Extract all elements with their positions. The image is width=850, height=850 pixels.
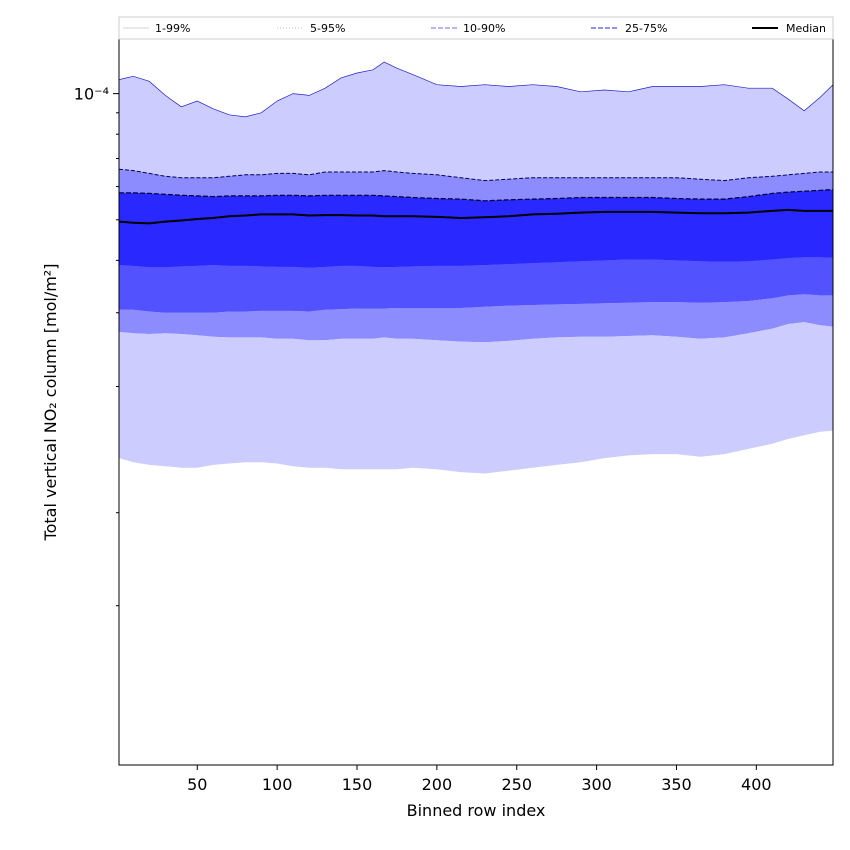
x-tick-label: 250 [501, 775, 532, 794]
y-axis-label: Total vertical NO₂ column [mol/m²] [41, 264, 60, 542]
line-75 [119, 189, 833, 202]
band-5-10 [119, 294, 833, 343]
line-95 [119, 61, 833, 118]
legend-label: 5-95% [310, 22, 345, 35]
y-axis: 10⁻⁴ [74, 85, 119, 607]
x-tick-label: 50 [187, 775, 207, 794]
y-tick-label: 10⁻⁴ [74, 85, 109, 104]
x-axis-label: Binned row index [407, 801, 546, 820]
legend: 1-99% 5-95% 10-90% 25-75% Median [118, 16, 834, 40]
legend-label: 1-99% [155, 22, 190, 35]
band-75-90 [119, 169, 833, 201]
legend-box [118, 16, 834, 40]
x-tick-label: 300 [581, 775, 612, 794]
line-90 [119, 168, 833, 182]
legend-label: 10-90% [463, 22, 505, 35]
band-10-25 [119, 257, 833, 313]
legend-label: 25-75% [625, 22, 667, 35]
plot-area [118, 38, 834, 766]
x-tick-label: 350 [661, 775, 692, 794]
x-tick-label: 200 [422, 775, 453, 794]
x-tick-label: 400 [741, 775, 772, 794]
x-tick-label: 150 [342, 775, 373, 794]
median-line [119, 208, 833, 225]
band-inner [119, 189, 833, 268]
band-1-5 [119, 322, 833, 474]
x-axis: 50 100 150 200 250 300 350 400 [187, 765, 772, 794]
x-tick-label: 100 [262, 775, 293, 794]
legend-label: Median [786, 22, 826, 35]
